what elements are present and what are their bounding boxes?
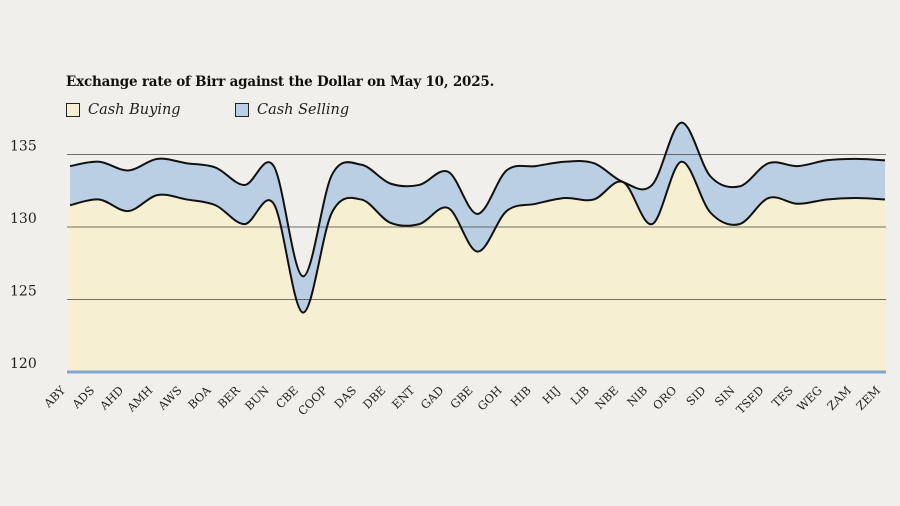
legend-label-cash-buying: Cash Buying [88, 102, 181, 118]
x-tick-label: BOA [185, 383, 214, 412]
x-tick-label: GBE [447, 383, 475, 411]
x-tick-label: COOP [295, 383, 330, 418]
chart-title: Exchange rate of Birr against the Dollar… [66, 74, 495, 90]
x-tick-label: HIJ [539, 383, 563, 407]
y-tick-label: 125 [10, 284, 37, 300]
x-tick-label: GOH [475, 383, 505, 413]
x-tick-label: GAD [418, 383, 447, 412]
legend-label-cash-selling: Cash Selling [257, 102, 350, 118]
x-tick-label: AHD [96, 383, 126, 413]
x-tick-label: NIB [624, 383, 650, 409]
x-tick-label: HIB [508, 383, 534, 409]
x-tick-label: ENT [389, 383, 418, 412]
x-tick-label: ABY [40, 383, 68, 411]
y-tick-label: 130 [10, 211, 37, 227]
x-tick-label: AMH [124, 383, 156, 415]
x-tick-label: LIB [568, 383, 592, 407]
y-tick-label: 135 [10, 139, 37, 155]
x-tick-label: ADS [69, 383, 98, 412]
line-cash-selling [69, 121, 886, 278]
x-tick-label: ZEM [853, 383, 883, 413]
x-tick-label: NBE [592, 383, 621, 412]
y-tick-label: 120 [10, 356, 37, 372]
x-tick-label: TES [769, 383, 796, 410]
x-tick-label: AWS [154, 383, 184, 413]
x-tick-label: BUN [242, 383, 272, 413]
x-tick-label: WEG [794, 383, 825, 414]
legend-swatch-cash-selling [235, 103, 249, 117]
x-tick-label: DBE [360, 383, 388, 411]
x-tick-label: ZAM [824, 383, 854, 413]
legend-swatch-cash-buying [66, 103, 80, 117]
legend-cash-selling: Cash Selling [235, 102, 349, 118]
x-tick-label: DAS [331, 383, 359, 411]
line-cash-buying [69, 160, 886, 314]
x-tick-label: SID [683, 383, 708, 408]
x-tick-label: BER [215, 383, 243, 411]
x-tick-label: TSED [733, 383, 766, 416]
area-cash-buying [70, 161, 885, 372]
legend-cash-buying: Cash Buying [66, 102, 181, 118]
x-tick-label: ORO [650, 383, 679, 412]
